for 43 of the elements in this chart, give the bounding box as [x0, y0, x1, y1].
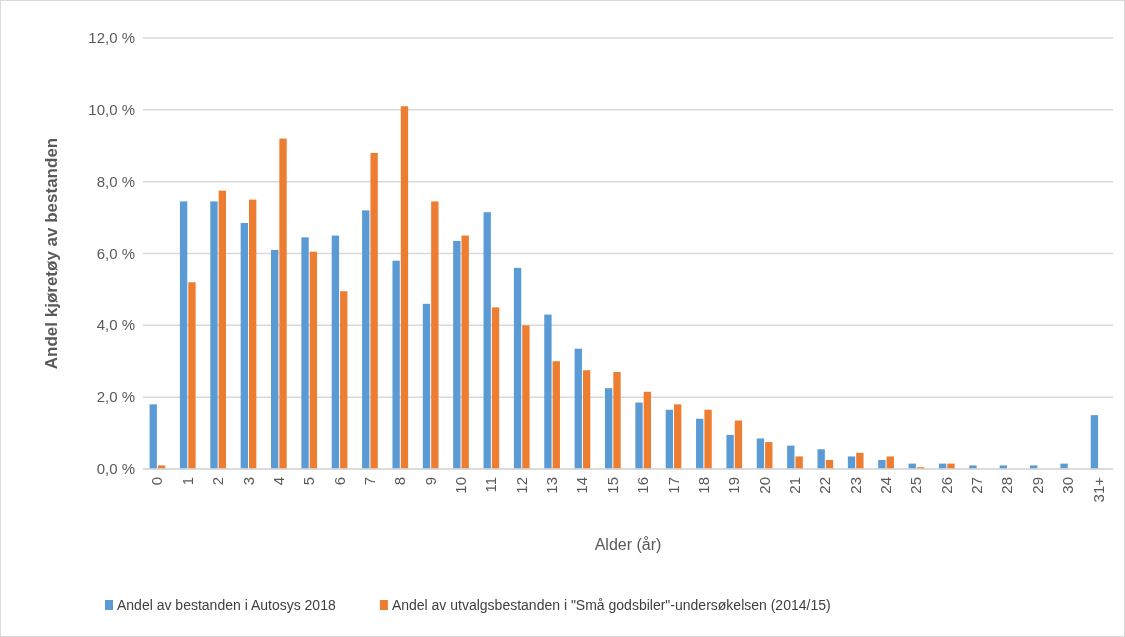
x-tick-label: 21 [785, 477, 803, 494]
x-axis-title: Alder (år) [594, 536, 662, 553]
x-tick-label: 28 [998, 477, 1016, 494]
legend-label: Andel av utvalgsbestanden i "Små godsbiler"-undersøkelsen (2014/15) [391, 597, 831, 613]
x-tick-label: 1 [178, 477, 196, 486]
y-tick-label: 10,0 % [88, 100, 135, 118]
x-tick-label: 11 [482, 477, 500, 493]
y-tick-label: 4,0 % [96, 316, 135, 334]
y-tick-label: 12,0 % [88, 29, 135, 46]
x-tick-label: 22 [816, 477, 834, 494]
x-tick-label: 8 [391, 477, 409, 486]
x-tick-label: 24 [877, 477, 895, 494]
x-tick-label: 26 [937, 477, 955, 494]
y-tick-label: 6,0 % [96, 244, 135, 262]
x-tick-label: 25 [907, 477, 925, 494]
x-tick-label: 19 [725, 477, 743, 494]
x-tick-label: 17 [664, 477, 682, 494]
x-tick-label: 13 [543, 477, 561, 494]
x-tick-label: 16 [634, 477, 652, 494]
legend-label: Andel av bestanden i Autosys 2018 [117, 597, 336, 613]
x-tick-label: 30 [1059, 477, 1077, 494]
x-tick-label: 10 [452, 477, 470, 494]
x-tick-label: 4 [269, 477, 287, 486]
x-tick-label: 9 [421, 477, 439, 486]
x-tick-label: 14 [573, 477, 591, 494]
x-tick-label: 31+ [1089, 476, 1107, 503]
x-tick-label: 0 [148, 477, 166, 486]
x-tick-label: 6 [330, 477, 348, 486]
y-tick-label: 0,0 % [96, 460, 135, 477]
x-tick-label: 3 [239, 477, 257, 486]
y-tick-label: 8,0 % [96, 172, 135, 190]
x-tick-label: 29 [1028, 477, 1046, 494]
x-tick-label: 7 [360, 477, 378, 486]
y-tick-label: 2,0 % [96, 388, 135, 406]
x-tick-label: 27 [968, 477, 986, 494]
x-tick-label: 5 [300, 477, 318, 486]
x-tick-label: 20 [755, 477, 773, 494]
x-tick-label: 15 [603, 477, 621, 494]
y-axis-title: Andel kjøretøy av bestanden [42, 137, 61, 370]
x-tick-label: 2 [209, 477, 227, 486]
x-tick-label: 23 [846, 477, 864, 494]
x-tick-label: 12 [512, 477, 530, 494]
x-tick-label: 18 [694, 477, 712, 494]
